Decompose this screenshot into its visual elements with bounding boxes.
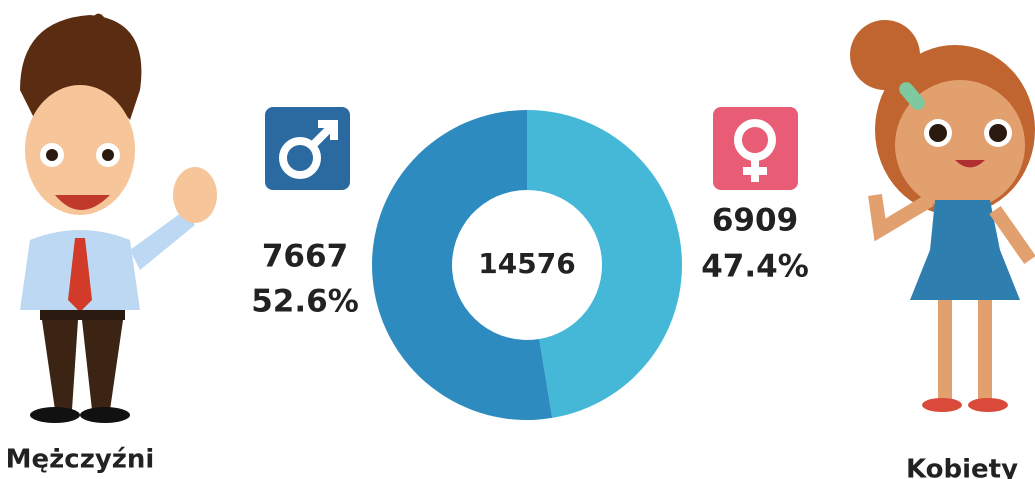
percent-label: 52.6% <box>251 284 359 320</box>
female-icon <box>713 107 798 190</box>
category-label: Mężczyźni <box>6 445 155 475</box>
percent-label: 47.4% <box>701 249 809 285</box>
value-label: 7667 <box>262 239 348 275</box>
girl-illustration <box>850 20 1035 412</box>
man-illustration <box>20 14 217 423</box>
infographic: 14576 7667 52.6% 6909 47.4% Mężczyźni Ko… <box>0 0 1035 479</box>
category-label: Kobiety <box>906 455 1018 479</box>
total-label: 14576 <box>478 247 575 280</box>
male-icon <box>265 107 350 190</box>
value-label: 6909 <box>712 203 798 239</box>
